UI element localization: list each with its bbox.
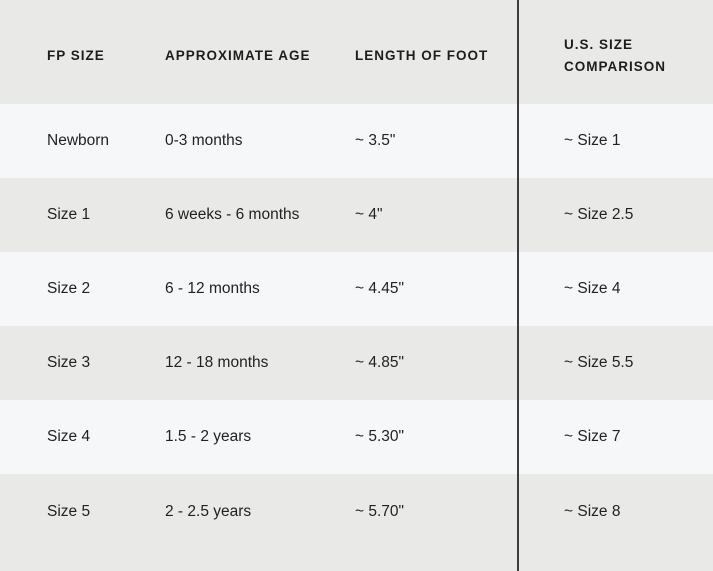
header-approximate-age: APPROXIMATE AGE (165, 48, 311, 63)
column-divider-line (517, 0, 519, 571)
table-row: Size 1 6 weeks - 6 months ~ 4" ~ Size 2.… (0, 178, 713, 252)
header-fp-size: FP SIZE (47, 48, 105, 63)
table-row: Newborn 0-3 months ~ 3.5" ~ Size 1 (0, 104, 713, 178)
cell-foot-length: ~ 4" (355, 206, 383, 223)
cell-us-size: ~ Size 7 (564, 428, 621, 445)
cell-fp-size: Size 5 (47, 503, 91, 520)
cell-fp-size: Size 3 (47, 354, 91, 371)
table-row: Size 4 1.5 - 2 years ~ 5.30" ~ Size 7 (0, 400, 713, 474)
cell-fp-size: Newborn (47, 132, 110, 149)
cell-age: 0-3 months (165, 132, 243, 149)
cell-fp-size: Size 2 (47, 280, 91, 297)
header-us-size-comparison: U.S. SIZE COMPARISON (564, 37, 667, 74)
cell-foot-length: ~ 3.5" (355, 132, 396, 149)
cell-us-size: ~ Size 5.5 (564, 354, 634, 371)
cell-age: 2 - 2.5 years (165, 503, 252, 520)
cell-fp-size: Size 1 (47, 206, 91, 223)
cell-us-size: ~ Size 1 (564, 132, 621, 149)
table-row: Size 5 2 - 2.5 years ~ 5.70" ~ Size 8 (0, 474, 713, 571)
header-length-of-foot: LENGTH OF FOOT (355, 48, 489, 63)
cell-age: 12 - 18 months (165, 354, 269, 371)
cell-fp-size: Size 4 (47, 428, 91, 445)
table-row: Size 3 12 - 18 months ~ 4.85" ~ Size 5.5 (0, 326, 713, 400)
cell-age: 6 weeks - 6 months (165, 206, 300, 223)
cell-foot-length: ~ 5.30" (355, 428, 405, 445)
cell-foot-length: ~ 4.45" (355, 280, 405, 297)
cell-age: 1.5 - 2 years (165, 428, 252, 445)
header-row: FP SIZE APPROXIMATE AGE LENGTH OF FOOT U… (0, 0, 713, 104)
cell-us-size: ~ Size 4 (564, 280, 621, 297)
cell-us-size: ~ Size 8 (564, 503, 621, 520)
table-row: Size 2 6 - 12 months ~ 4.45" ~ Size 4 (0, 252, 713, 326)
cell-age: 6 - 12 months (165, 280, 260, 297)
cell-foot-length: ~ 4.85" (355, 354, 405, 371)
cell-foot-length: ~ 5.70" (355, 503, 405, 520)
cell-us-size: ~ Size 2.5 (564, 206, 634, 223)
